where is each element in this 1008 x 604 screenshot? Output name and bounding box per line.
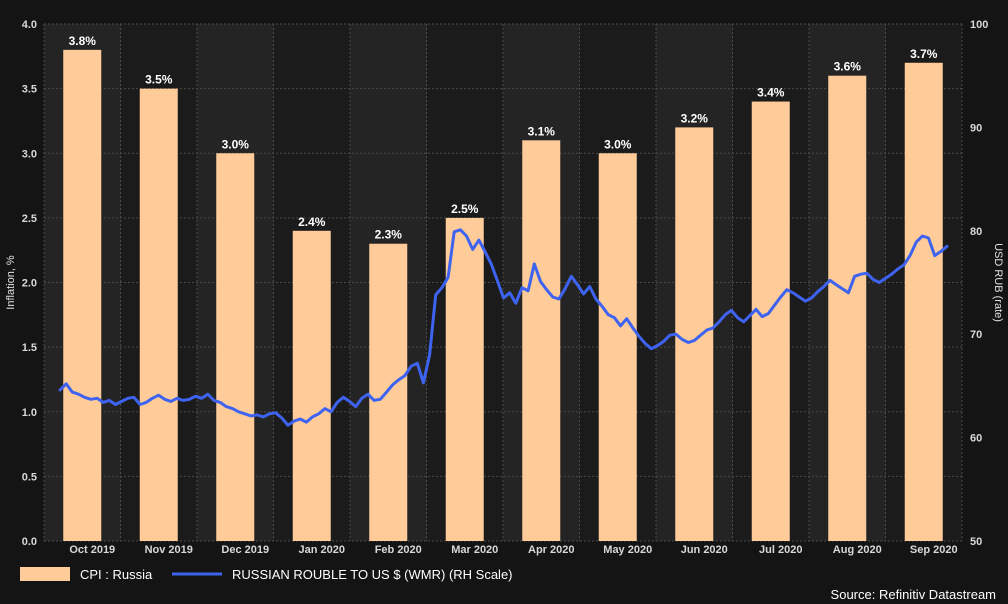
- x-axis-tick-label: Nov 2019: [145, 544, 193, 556]
- rouble-rate-line: [58, 228, 949, 427]
- cpi-bar-nov-2019: [139, 88, 178, 541]
- right-axis-tick-label: 90: [970, 122, 982, 134]
- left-axis-tick-label: 0.0: [22, 536, 37, 548]
- legend-label-rouble: RUSSIAN ROUBLE TO US $ (WMR) (RH Scale): [232, 567, 513, 582]
- right-axis-tick-label: 50: [970, 536, 982, 548]
- bar-data-label: 3.4%: [757, 86, 785, 100]
- right-axis-title: USD RUB (rate): [992, 243, 1004, 322]
- x-axis-tick-label: Oct 2019: [69, 544, 115, 556]
- left-axis-tick-label: 2.5: [22, 213, 37, 225]
- axes: 0.0 0.5 1.0 1.5 2.0 2.5 3.0 3.5 4.0 50 60 70 80 90 100…: [5, 19, 1004, 556]
- cpi-bar-jul-2020: [751, 101, 790, 542]
- left-axis-tick-label: 1.0: [22, 407, 37, 419]
- x-axis-tick-label: Mar 2020: [451, 544, 498, 556]
- bar-data-label: 3.5%: [145, 73, 173, 87]
- source-note: Source: Refinitiv Datastream: [831, 587, 996, 602]
- left-axis-tick-label: 3.0: [22, 148, 37, 160]
- cpi-bar-may-2020: [598, 153, 637, 541]
- legend: CPI : Russia RUSSIAN ROUBLE TO US $ (WMR)…: [20, 567, 996, 602]
- cpi-bar-jun-2020: [675, 127, 714, 542]
- bar-data-label: 3.1%: [528, 124, 556, 138]
- bar-data-label: 3.2%: [681, 111, 709, 125]
- x-axis-tick-label: Jul 2020: [759, 544, 802, 556]
- x-axis-tick-label: May 2020: [603, 544, 652, 556]
- rouble-line-layer: [58, 228, 949, 427]
- bar-data-label: 3.0%: [222, 137, 250, 151]
- x-axis-tick-label: Jan 2020: [299, 544, 345, 556]
- bar-data-labels: 3.8% 3.5% 3.0% 2.4% 2.3% 2.5% 3.1% 3.0% 3.2% 3.4%…: [69, 34, 938, 242]
- left-axis-tick-label: 3.5: [22, 84, 37, 96]
- x-axis-tick-label: Jun 2020: [681, 544, 728, 556]
- bar-data-label: 3.7%: [910, 47, 938, 61]
- left-axis-tick-label: 2.0: [22, 278, 37, 290]
- left-axis-tick-label: 0.5: [22, 471, 37, 483]
- grid-lines: [43, 23, 963, 542]
- cpi-bar-jan-2020: [292, 230, 331, 542]
- x-axis-tick-label: Sep 2020: [910, 544, 958, 556]
- bar-data-label: 3.0%: [604, 137, 632, 151]
- left-axis-tick-label: 1.5: [22, 342, 37, 354]
- bar-data-label: 2.3%: [375, 228, 403, 242]
- x-axis-tick-label: Aug 2020: [833, 544, 882, 556]
- left-axis-title: Inflation, %: [5, 255, 17, 310]
- x-axis-tick-label: Feb 2020: [375, 544, 422, 556]
- right-axis-tick-label: 100: [970, 19, 988, 31]
- right-axis-tick-label: 80: [970, 226, 982, 238]
- left-axis-tick-label: 4.0: [22, 19, 37, 31]
- bar-data-label: 3.6%: [834, 60, 862, 74]
- cpi-bar-dec-2019: [216, 153, 255, 541]
- cpi-bar-feb-2020: [369, 243, 408, 541]
- cpi-bar-aug-2020: [828, 75, 867, 541]
- x-axis-tick-label: Apr 2020: [528, 544, 574, 556]
- legend-swatch-cpi: [20, 567, 70, 581]
- bar-data-label: 3.8%: [69, 34, 97, 48]
- cpi-bar-mar-2020: [445, 217, 484, 541]
- right-axis-tick-label: 60: [970, 433, 982, 445]
- cpi-bar-oct-2019: [63, 49, 102, 541]
- right-axis-tick-label: 70: [970, 329, 982, 341]
- cpi-bars: [63, 49, 943, 542]
- cpi-bar-sep-2020: [904, 62, 943, 542]
- bar-data-label: 2.5%: [451, 202, 479, 216]
- cpi-bar-apr-2020: [522, 140, 561, 541]
- bar-data-label: 2.4%: [298, 215, 326, 229]
- legend-label-cpi: CPI : Russia: [80, 567, 153, 582]
- x-axis-tick-label: Dec 2019: [221, 544, 269, 556]
